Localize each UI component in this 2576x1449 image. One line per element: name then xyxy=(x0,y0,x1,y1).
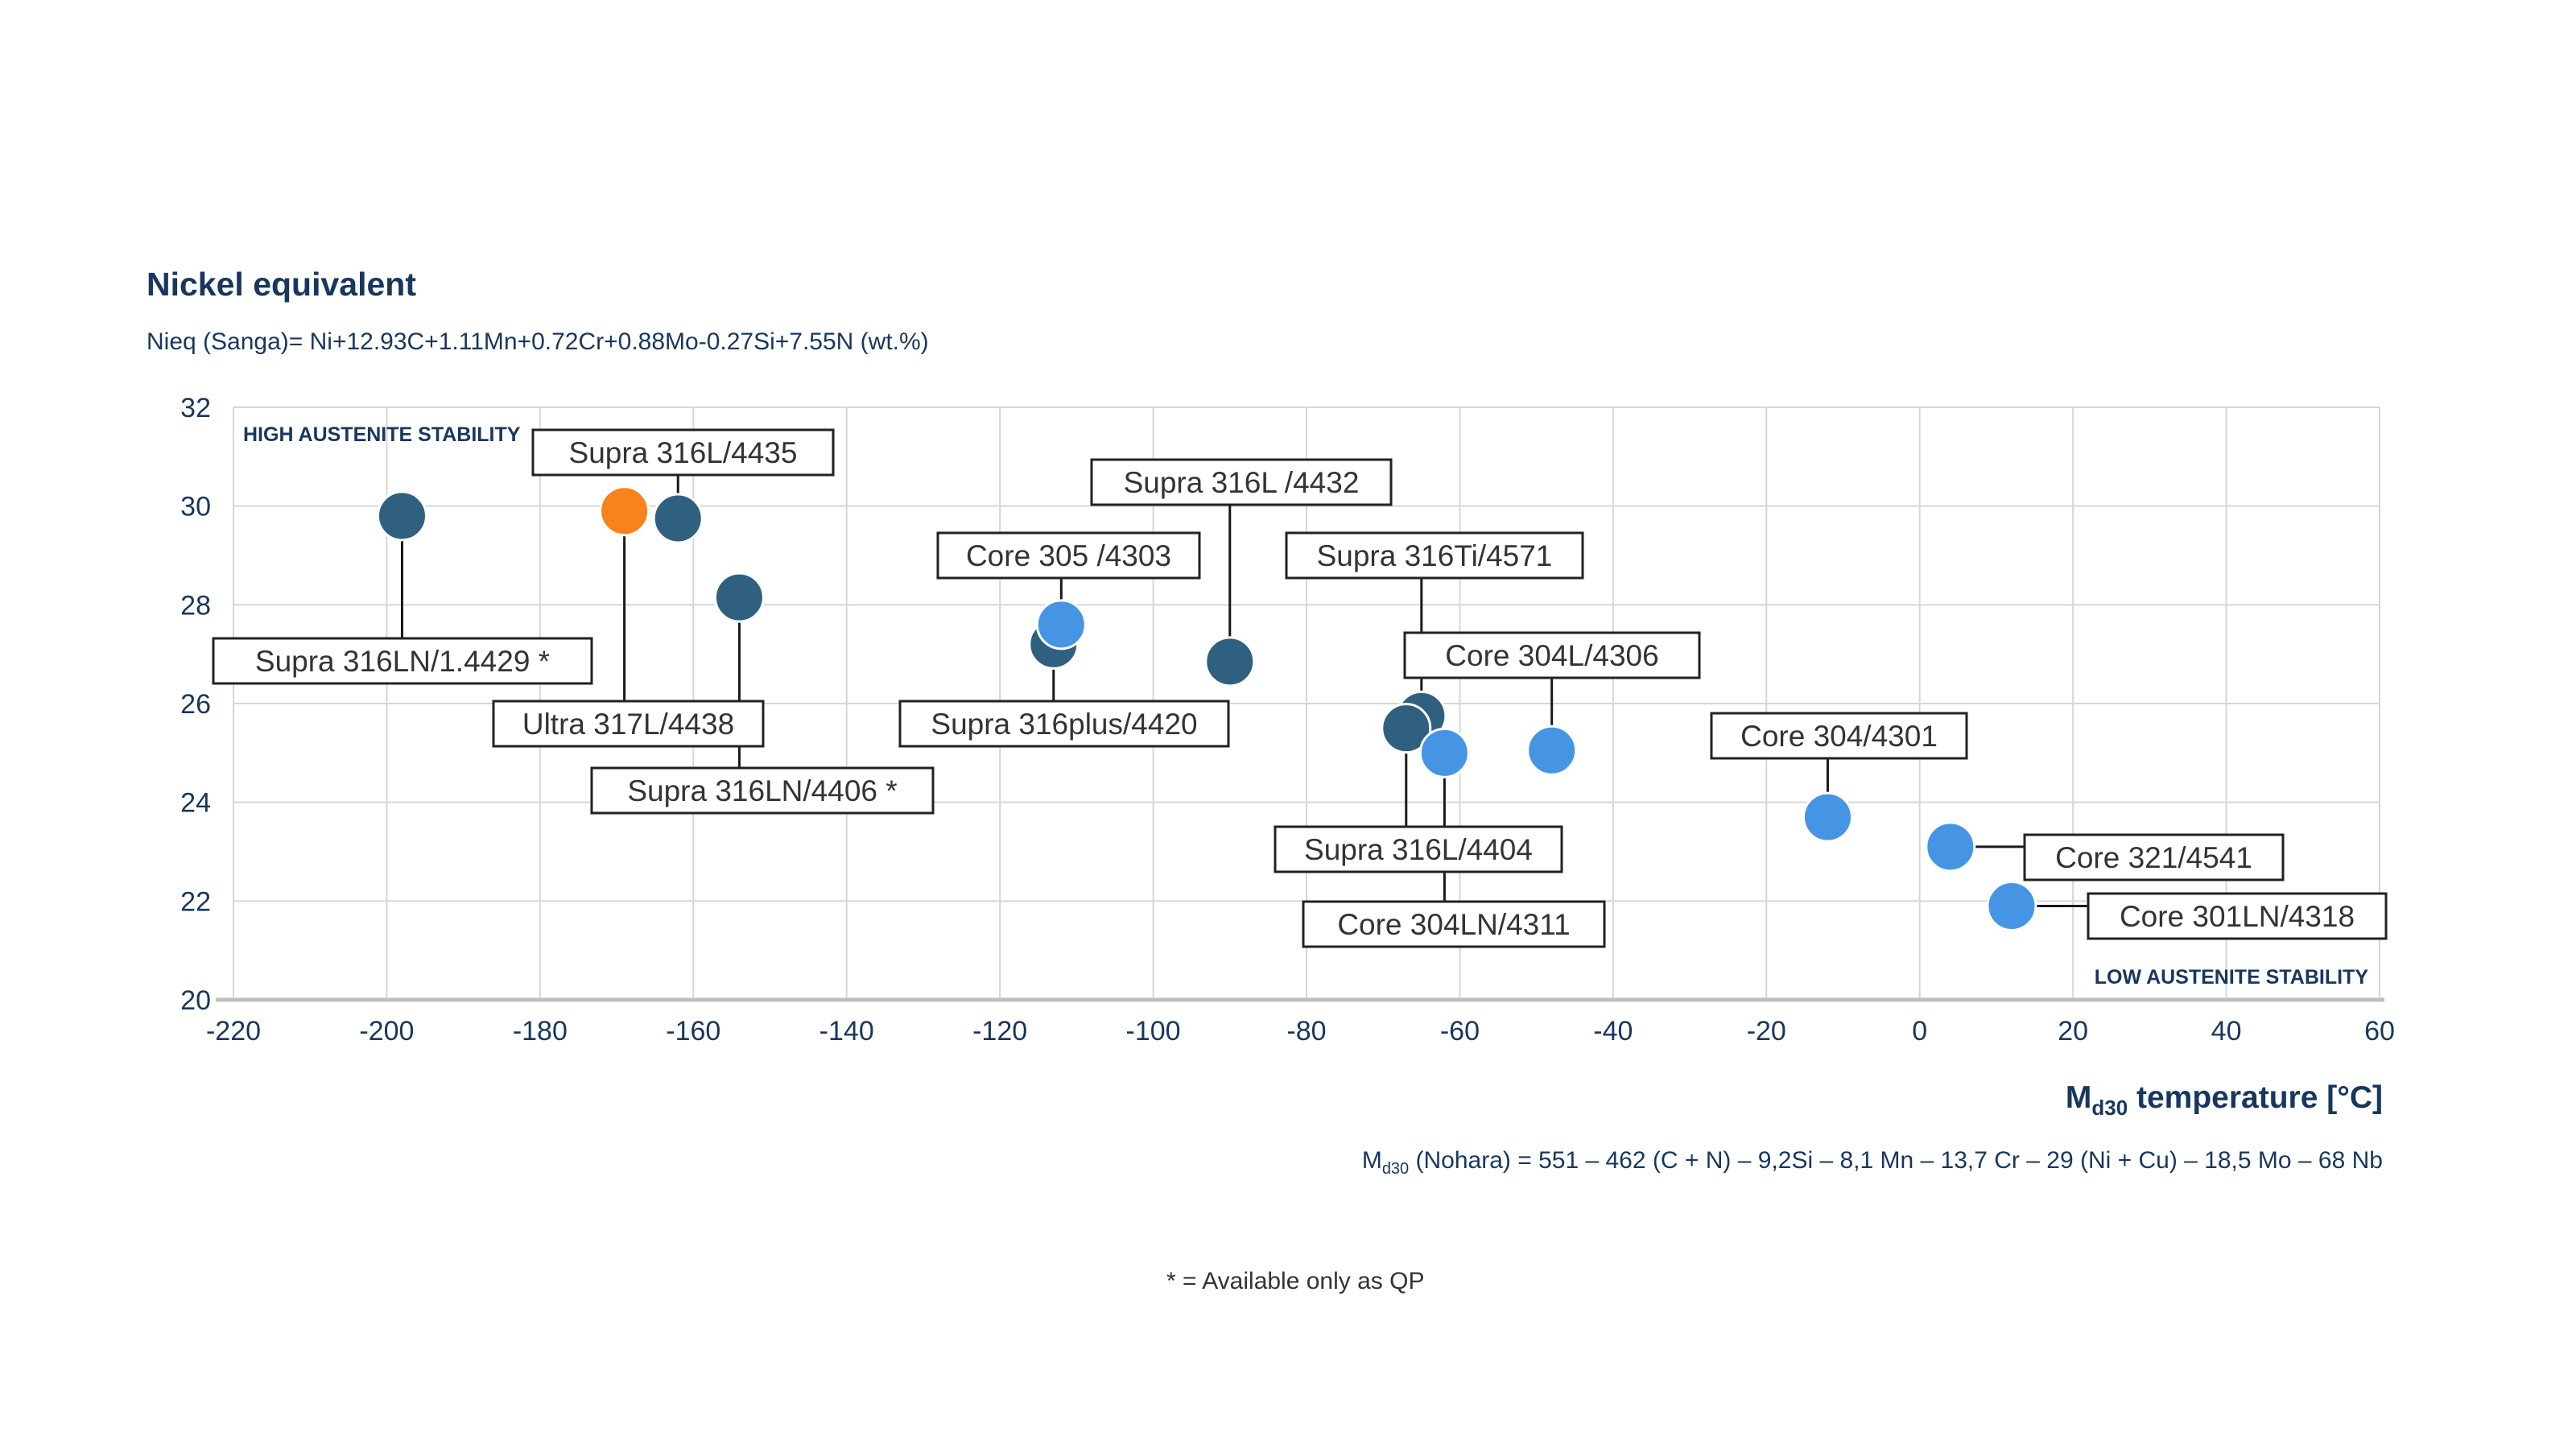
label-text-core-301ln-4318: Core 301LN/4318 xyxy=(2120,900,2355,933)
data-point-supra-316ln-4406 xyxy=(713,572,765,623)
label-box-core-305-4303 xyxy=(936,531,1201,580)
md30-formula-subscript: d30 xyxy=(1381,1160,1410,1178)
data-point-ultra-317l-4438 xyxy=(599,485,650,537)
label-box-core-321-4541 xyxy=(2023,833,2285,881)
x-axis-title-rest: temperature [°C] xyxy=(2128,1080,2383,1115)
chart-title: Nickel equivalent xyxy=(147,266,416,303)
nickel-equivalent-formula: Nieq (Sanga)= Ni+12.93C+1.11Mn+0.72Cr+0.… xyxy=(147,328,929,355)
label-box-supra-316l-4435 xyxy=(531,428,835,477)
data-point-core-304ln-4311 xyxy=(1418,727,1470,778)
x-axis-title-main: M xyxy=(2065,1080,2092,1115)
y-tick-label: 24 xyxy=(180,788,211,819)
x-tick-label: 0 xyxy=(1912,1016,1927,1046)
x-tick-label: 60 xyxy=(2364,1016,2395,1046)
qp-footnote: * = Available only as QP xyxy=(1166,1268,1425,1294)
x-tick-label: 20 xyxy=(2058,1016,2088,1046)
data-point-core-301ln-4318 xyxy=(1986,880,2037,931)
label-text-supra-316ti-4571: Supra 316Ti/4571 xyxy=(1317,539,1553,572)
data-point-supra-316l-4404 xyxy=(1381,703,1432,754)
data-point-core-305-4303 xyxy=(1035,599,1087,650)
md30-formula: Md30 (Nohara) = 551 – 462 (C + N) – 9,2S… xyxy=(1362,1147,2383,1179)
x-tick-label: -200 xyxy=(359,1016,414,1046)
y-tick-label: 28 xyxy=(180,590,211,621)
high-austenite-stability-label: HIGH AUSTENITE STABILITY xyxy=(243,423,521,446)
label-text-supra-316ln-14429: Supra 316LN/1.4429 * xyxy=(255,645,550,678)
x-tick-label: -60 xyxy=(1440,1016,1480,1046)
label-box-supra-316l-4432 xyxy=(1090,458,1393,506)
y-tick-label: 30 xyxy=(180,492,211,522)
label-box-supra-316ln-4406 xyxy=(590,766,935,815)
label-text-supra-316ln-4406: Supra 316LN/4406 * xyxy=(627,774,897,807)
label-box-core-304-4301 xyxy=(1710,712,1968,760)
label-text-core-305-4303: Core 305 /4303 xyxy=(966,539,1171,572)
label-text-supra-316plus-4420: Supra 316plus/4420 xyxy=(931,708,1197,741)
x-tick-label: -120 xyxy=(972,1016,1027,1046)
y-tick-label: 26 xyxy=(180,689,211,720)
label-box-core-304ln-4311 xyxy=(1302,900,1606,948)
x-tick-label: -20 xyxy=(1747,1016,1786,1046)
data-point-supra-316l-4432 xyxy=(1204,636,1256,687)
label-text-supra-316l-4432: Supra 316L /4432 xyxy=(1124,466,1360,499)
x-tick-label: -160 xyxy=(666,1016,720,1046)
x-tick-label: -80 xyxy=(1286,1016,1326,1046)
data-point-core-304-4301 xyxy=(1802,791,1853,843)
y-tick-label: 22 xyxy=(180,886,211,917)
label-box-supra-316ti-4571 xyxy=(1285,531,1584,580)
md30-formula-rest: (Nohara) = 551 – 462 (C + N) – 9,2Si – 8… xyxy=(1409,1147,2383,1174)
label-text-core-304l-4306: Core 304L/4306 xyxy=(1445,639,1658,672)
label-box-supra-316ln-14429 xyxy=(212,637,593,685)
md30-formula-main: M xyxy=(1361,1147,1382,1174)
label-box-ultra-317l-4438 xyxy=(492,700,765,748)
label-box-supra-316plus-4420 xyxy=(898,700,1230,748)
data-point-supra-316l-4435 xyxy=(652,493,704,544)
x-tick-label: 40 xyxy=(2211,1016,2242,1046)
data-point-core-304l-4306 xyxy=(1526,724,1578,776)
x-tick-label: -100 xyxy=(1126,1016,1181,1046)
data-point-core-321-4541 xyxy=(1925,821,1976,873)
x-axis-title-subscript: d30 xyxy=(2091,1095,2128,1120)
x-tick-label: -180 xyxy=(513,1016,568,1046)
y-tick-label: 20 xyxy=(180,985,211,1016)
data-point-supra-316ln-14429 xyxy=(376,490,427,542)
label-box-supra-316l-4404 xyxy=(1274,825,1563,873)
label-text-ultra-317l-4438: Ultra 317L/4438 xyxy=(522,708,734,741)
label-box-core-301ln-4318 xyxy=(2087,892,2388,940)
label-text-supra-316l-4435: Supra 316L/4435 xyxy=(569,436,798,469)
y-tick-label: 32 xyxy=(180,393,211,423)
x-tick-label: -220 xyxy=(206,1016,261,1046)
label-text-core-321-4541: Core 321/4541 xyxy=(2055,841,2252,874)
x-tick-label: -140 xyxy=(819,1016,874,1046)
label-box-core-304l-4306 xyxy=(1403,631,1701,679)
x-tick-label: -40 xyxy=(1593,1016,1633,1046)
x-axis-title: Md30 temperature [°C] xyxy=(2066,1080,2383,1121)
label-text-supra-316l-4404: Supra 316L/4404 xyxy=(1304,833,1533,866)
low-austenite-stability-label: LOW AUSTENITE STABILITY xyxy=(2095,966,2369,989)
label-text-core-304ln-4311: Core 304LN/4311 xyxy=(1337,908,1570,941)
label-text-core-304-4301: Core 304/4301 xyxy=(1740,720,1938,753)
